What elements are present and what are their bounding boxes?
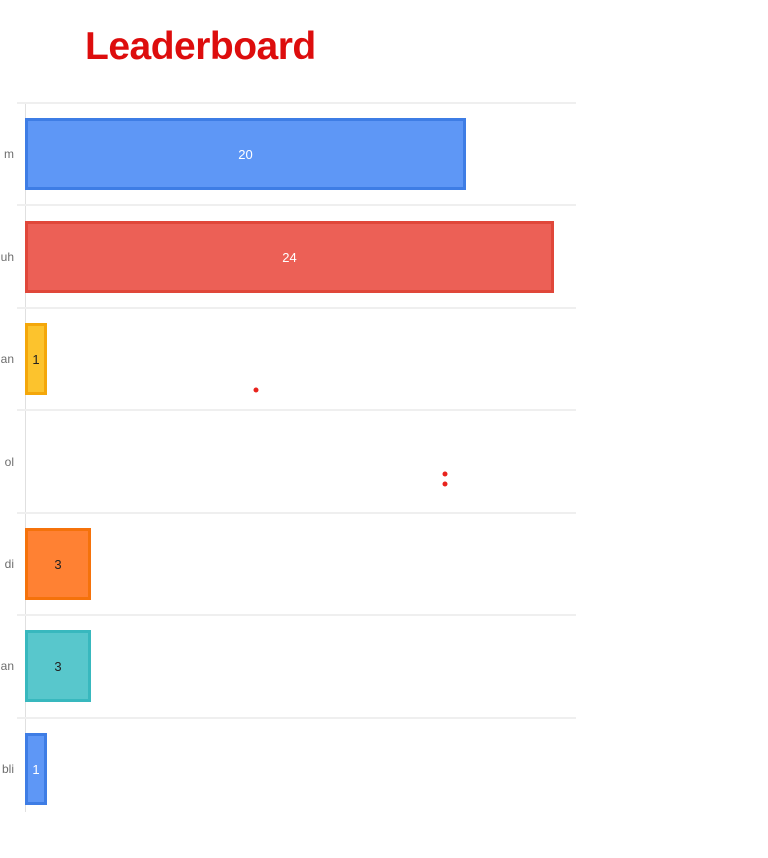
category-label: an xyxy=(0,659,14,673)
bar-value-label: 1 xyxy=(32,351,40,367)
page-title: Leaderboard xyxy=(85,25,316,68)
bar-value-label: 1 xyxy=(32,761,40,777)
row-separator-gridline xyxy=(17,102,576,104)
bar-value-label: 3 xyxy=(54,556,62,572)
row-separator-gridline xyxy=(17,204,576,206)
category-label: di xyxy=(4,557,14,571)
row-separator-gridline xyxy=(17,614,576,616)
bar-row-6[interactable]: 3 xyxy=(25,630,91,702)
bar-row-1[interactable]: 20 xyxy=(25,118,466,190)
category-label: m xyxy=(4,147,14,161)
bar-value-label: 20 xyxy=(238,146,253,162)
row-separator-gridline xyxy=(17,307,576,309)
red-dot-annotation xyxy=(442,481,448,487)
category-label: bli xyxy=(1,762,14,776)
y-axis-baseline xyxy=(25,103,26,812)
category-label: an xyxy=(0,352,14,366)
bar-row-2[interactable]: 24 xyxy=(25,221,554,293)
bar-value-label: 24 xyxy=(282,249,297,265)
row-separator-gridline xyxy=(17,409,576,411)
bar-row-3[interactable]: 1 xyxy=(25,323,47,395)
row-separator-gridline xyxy=(17,512,576,514)
bar-row-7[interactable]: 1 xyxy=(25,733,47,805)
red-dot-annotation xyxy=(442,471,448,477)
category-label: ol xyxy=(4,455,14,469)
category-label: uh xyxy=(0,250,14,264)
row-separator-gridline xyxy=(17,717,576,719)
bar-row-5[interactable]: 3 xyxy=(25,528,91,600)
red-dot-annotation xyxy=(253,387,259,393)
bar-value-label: 3 xyxy=(54,658,62,674)
